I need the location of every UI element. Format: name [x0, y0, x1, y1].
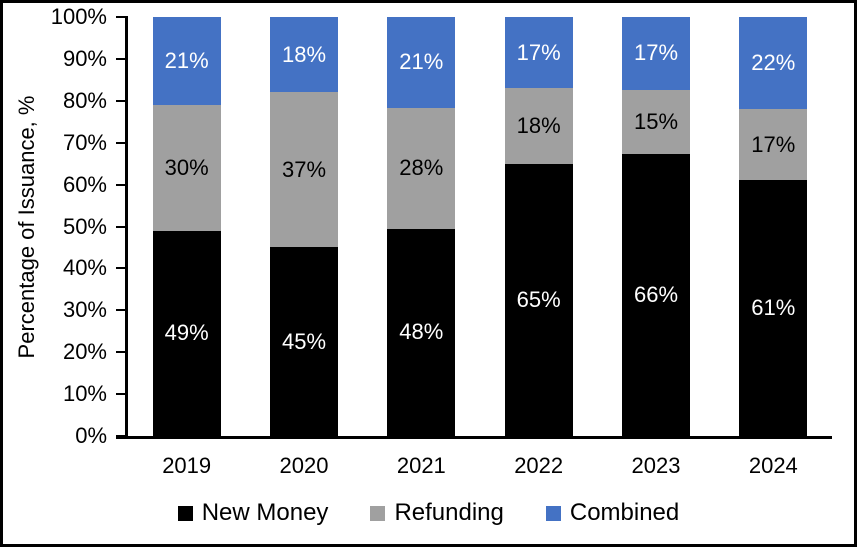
x-axis-line: [116, 436, 832, 439]
bar-2020: 45% 37% 18%: [270, 17, 338, 436]
legend-item-refunding: Refunding: [370, 499, 504, 527]
bar-segment-new-money: 45%: [270, 247, 338, 436]
y-tick-label: 100%: [50, 4, 107, 29]
legend-label: Refunding: [394, 499, 504, 526]
legend-swatch-icon: [545, 505, 561, 521]
y-axis-line: [125, 17, 128, 439]
legend-item-new-money: New Money: [177, 499, 329, 527]
bar-segment-new-money: 66%: [622, 153, 690, 436]
y-tick-label: 0%: [75, 423, 107, 448]
bar-segment-label: 17%: [516, 39, 561, 65]
bar-segment-refunding: 18%: [504, 88, 573, 164]
bar-segment-new-money: 61%: [739, 180, 808, 436]
y-tick-label: 70%: [62, 129, 107, 155]
bar-segment-label: 18%: [516, 112, 561, 138]
legend: New Money Refunding Combined: [3, 499, 854, 527]
x-tick-label: 2024: [748, 453, 798, 478]
bar-segment-label: 22%: [751, 50, 796, 76]
bar-2023: 66% 15% 17%: [622, 17, 690, 436]
bar-segment-label: 18%: [281, 41, 327, 67]
y-tick-mark: [116, 309, 128, 312]
x-tick-label: 2021: [396, 453, 446, 478]
y-tick-mark: [116, 225, 128, 228]
x-tick-label: 2022: [514, 453, 564, 478]
bar-segment-new-money: 49%: [152, 230, 221, 436]
y-tick-mark: [116, 57, 128, 60]
y-tick-label: 40%: [62, 255, 107, 281]
bar-segment-label: 45%: [281, 328, 327, 354]
x-tick-label: 2019: [162, 453, 212, 478]
y-tick-mark: [116, 99, 128, 102]
bar-segment-label: 21%: [164, 48, 209, 74]
bar-segment-refunding: 30%: [152, 105, 221, 231]
bar-segment-label: 15%: [633, 108, 679, 134]
bar-segment-label: 49%: [164, 320, 209, 346]
y-tick-label: 80%: [62, 87, 107, 113]
y-tick-mark: [116, 141, 128, 144]
bar-segment-label: 48%: [399, 319, 444, 345]
bar-segment-refunding: 17%: [739, 109, 808, 181]
bar-segment-combined: 21%: [152, 17, 221, 106]
bar-segment-combined: 17%: [622, 17, 690, 90]
bar-2022: 65% 18% 17%: [504, 17, 573, 436]
legend-label: Combined: [569, 499, 680, 526]
bar-segment-label: 65%: [516, 286, 561, 312]
bar-2021: 48% 28% 21%: [387, 17, 456, 436]
legend-swatch-icon: [370, 505, 386, 521]
bar-segment-refunding: 15%: [622, 89, 690, 154]
bar-segment-label: 28%: [399, 155, 444, 181]
y-tick-mark: [116, 267, 128, 270]
y-tick-mark: [116, 351, 128, 354]
bar-segment-new-money: 48%: [387, 228, 456, 436]
legend-label: New Money: [201, 499, 329, 526]
bar-segment-label: 37%: [281, 156, 327, 182]
bar-2019: 49% 30% 21%: [152, 17, 221, 436]
y-tick-mark: [116, 16, 128, 18]
y-tick-label: 50%: [62, 213, 107, 239]
y-tick-mark: [116, 393, 128, 396]
y-tick-label: 90%: [62, 45, 107, 71]
bar-segment-combined: 22%: [739, 17, 808, 110]
bar-segment-label: 17%: [751, 131, 796, 157]
bar-segment-label: 66%: [633, 281, 679, 307]
legend-swatch-icon: [177, 505, 193, 521]
y-tick-label: 10%: [62, 381, 107, 407]
y-tick-label: 30%: [62, 297, 107, 323]
bar-segment-combined: 21%: [387, 17, 456, 108]
x-tick-label: 2020: [279, 453, 329, 478]
bar-segment-label: 61%: [751, 295, 796, 321]
bar-segment-label: 30%: [164, 154, 209, 180]
y-tick-label: 20%: [62, 339, 107, 365]
bar-2024: 61% 17% 22%: [739, 17, 808, 436]
bar-segment-label: 21%: [399, 49, 444, 75]
bar-segment-combined: 18%: [270, 17, 338, 93]
y-tick-label: 60%: [62, 171, 107, 197]
bar-segment-new-money: 65%: [504, 163, 573, 436]
bar-segment-combined: 17%: [504, 17, 573, 89]
legend-item-combined: Combined: [545, 499, 680, 527]
y-tick-mark: [116, 183, 128, 186]
bar-segment-label: 17%: [633, 40, 679, 66]
bar-segment-refunding: 28%: [387, 107, 456, 229]
x-tick-label: 2023: [631, 453, 681, 478]
bar-segment-refunding: 37%: [270, 92, 338, 248]
